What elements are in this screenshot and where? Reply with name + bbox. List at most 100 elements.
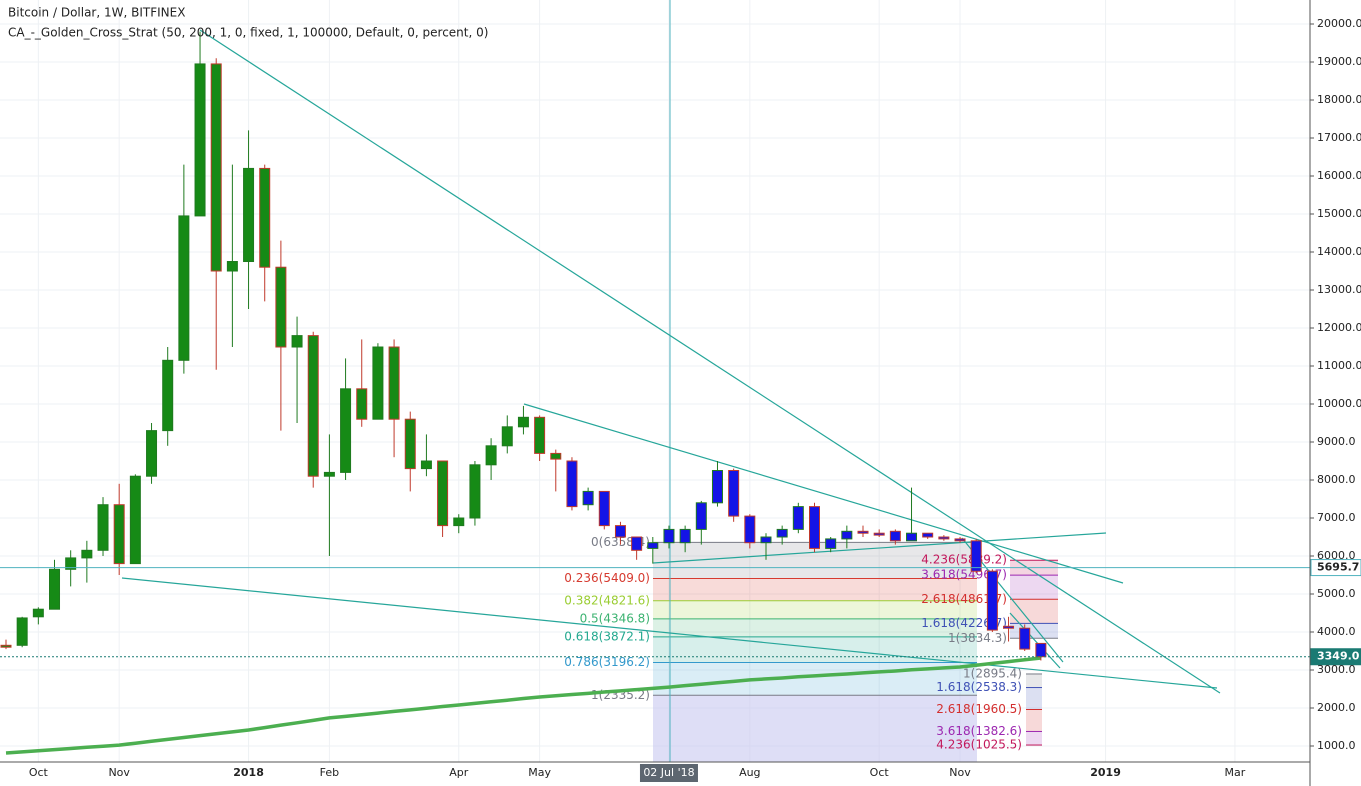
price-label-box	[1310, 648, 1361, 666]
y-tick-label: 8000.0	[1317, 473, 1356, 486]
candle-body	[485, 445, 497, 466]
candle-body	[711, 470, 723, 504]
candle-body	[162, 359, 174, 432]
fib-label: 0.5(4346.8)	[580, 611, 650, 625]
candle-body	[113, 504, 125, 565]
y-tick-label: 17000.0	[1317, 131, 1361, 144]
candle-body	[889, 530, 901, 542]
y-tick-label: 12000.0	[1317, 321, 1361, 334]
y-tick-label: 18000.0	[1317, 93, 1361, 106]
x-tick-label: Aug	[739, 766, 760, 779]
candle-body	[226, 261, 238, 272]
fibs: 0(6358.4)0.236(5409.0)0.382(4821.6)0.5(4…	[564, 535, 1058, 752]
candle-body	[0, 644, 12, 648]
candle-body	[744, 515, 756, 544]
candle-body	[32, 608, 44, 618]
fib-band	[653, 618, 977, 637]
candle-body	[291, 335, 303, 348]
x-tick-label: Nov	[108, 766, 130, 779]
y-tick-label: 2000.0	[1317, 701, 1356, 714]
grid	[0, 0, 1310, 762]
candle-body	[679, 528, 691, 544]
y-tick-label: 14000.0	[1317, 245, 1361, 258]
fib-label: 3.618(5496.7)	[921, 568, 1007, 582]
candle-body	[906, 532, 918, 542]
candle-body	[437, 460, 449, 527]
trend-line	[1009, 612, 1061, 669]
y-tick-label: 19000.0	[1317, 55, 1361, 68]
x-tick-label: Apr	[449, 766, 469, 779]
moving-average	[5, 656, 1042, 755]
candle-body	[517, 416, 529, 428]
candle-body	[243, 167, 255, 263]
candle-body	[97, 504, 109, 551]
candle-body	[275, 266, 287, 348]
candle-body	[809, 506, 820, 549]
candle-body	[647, 542, 659, 549]
candles	[0, 31, 1047, 755]
fib-label: 0.236(5409.0)	[564, 571, 650, 585]
candle-body	[566, 460, 578, 508]
candle-body	[534, 416, 546, 454]
trend-line	[121, 577, 1218, 689]
candle-body	[1003, 625, 1015, 629]
candle-body	[356, 388, 368, 420]
fib-band	[1026, 709, 1042, 732]
fib-label: 2.618(1960.5)	[936, 702, 1022, 716]
chart-title: Bitcoin / Dollar, 1W, BITFINEX	[8, 6, 185, 20]
candle-body	[307, 335, 319, 477]
candle-body	[614, 525, 626, 538]
overlays: 5695.7 3349.0	[0, 559, 1361, 666]
x-tick-label: Feb	[320, 766, 339, 779]
x-tick-label: May	[528, 766, 551, 779]
fib-band	[653, 578, 977, 601]
candle-body	[65, 557, 77, 570]
y-tick-label: 10000.0	[1317, 397, 1361, 410]
candle-body	[340, 388, 352, 473]
candle-body	[550, 452, 562, 460]
trend-lines	[121, 29, 1221, 694]
fib-label: 0.382(4821.6)	[564, 593, 650, 607]
candle-body	[323, 471, 335, 477]
candle-body	[1019, 627, 1031, 650]
fib-label: 1.618(4226.7)	[921, 616, 1007, 630]
candle-body	[501, 426, 513, 447]
y-tick-label: 7000.0	[1317, 511, 1356, 524]
y-tick-label: 6000.0	[1317, 549, 1356, 562]
fib-label: 1(2895.4)	[963, 666, 1022, 680]
candle-body	[81, 549, 93, 559]
fib-label: 3.618(1382.6)	[936, 724, 1022, 738]
fib-label: 4.236(5889.2)	[921, 553, 1007, 567]
price-label: 5695.7	[1317, 561, 1359, 574]
price-label-box	[1310, 559, 1361, 577]
candle-body	[760, 536, 772, 544]
fib-band	[653, 600, 977, 619]
x-tick-label: Oct	[870, 766, 890, 779]
fib-label: 1.618(2538.3)	[936, 680, 1022, 694]
y-tick-label: 15000.0	[1317, 207, 1361, 220]
y-tick-label: 5000.0	[1317, 587, 1356, 600]
y-tick-label: 20000.0	[1317, 17, 1361, 30]
candle-body	[825, 538, 837, 549]
y-tick-label: 11000.0	[1317, 359, 1361, 372]
candle-body	[776, 528, 788, 538]
candle-body	[792, 506, 804, 530]
candle-body	[954, 538, 966, 542]
candle-body	[178, 215, 190, 361]
candle-body	[16, 617, 28, 646]
trend-line	[199, 29, 1221, 694]
fib-label: 0.618(3872.1)	[564, 629, 650, 643]
price-label: 3349.0	[1317, 650, 1360, 663]
trend-line	[652, 532, 1107, 564]
y-tick-label: 3000.0	[1317, 663, 1356, 676]
trend-line	[523, 403, 1124, 584]
fib-label: 0.786(3196.2)	[564, 655, 650, 669]
candle-body	[194, 63, 206, 217]
candle-body	[970, 540, 982, 572]
fib-label: 2.618(4861.7)	[921, 592, 1007, 606]
x-tick-label: 02 Jul '18	[643, 766, 694, 779]
candle-body	[663, 528, 675, 544]
candle-body	[420, 460, 432, 470]
candle-body	[146, 430, 158, 477]
